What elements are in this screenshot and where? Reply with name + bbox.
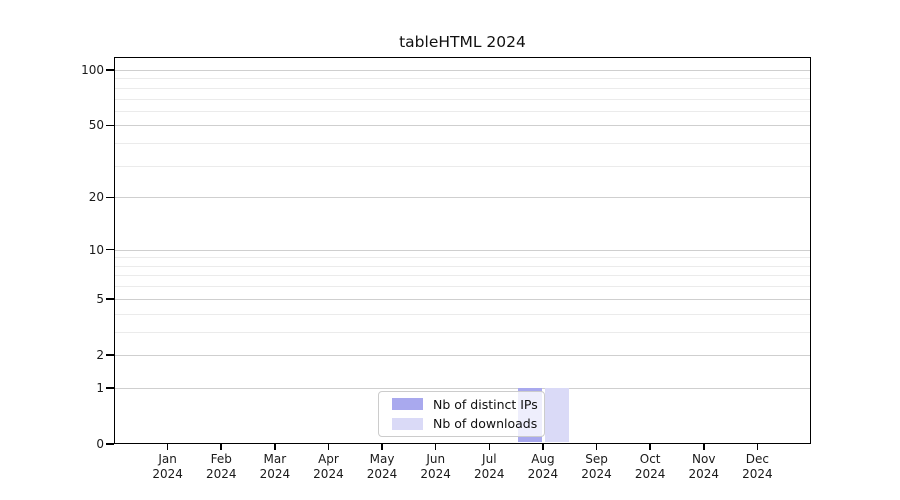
minor-gridline [114,78,811,80]
y-tick-label: 2 [96,347,104,362]
x-tick-month: Sep [585,452,608,466]
x-tick-month: Dec [745,452,769,466]
y-tick-label: 10 [88,242,104,257]
x-tick-mark [327,443,330,450]
x-tick-mark [434,443,437,450]
y-tick-label: 50 [88,118,104,133]
x-tick-mark [166,443,169,450]
chart-title: tableHTML 2024 [399,33,526,51]
minor-gridline [114,275,811,277]
x-tick-month: Jul [482,452,497,466]
legend-swatch-distinct-ips-icon [392,398,423,411]
x-tick-label: Sep 2024 [565,452,629,482]
x-tick-mark [595,443,598,450]
x-tick-label: Apr 2024 [296,452,360,482]
y-tick-mark [106,387,114,389]
major-gridline [114,125,811,127]
major-gridline [114,354,811,356]
x-tick-month: May [369,452,395,466]
legend-label-distinct-ips: Nb of distinct IPs [433,396,538,412]
x-tick-month: Jun [426,452,446,466]
x-tick-mark [703,443,705,450]
x-tick-label: Aug 2024 [511,452,575,482]
x-tick-label: Dec 2024 [725,452,789,482]
x-tick-mark [381,443,383,450]
legend: Nb of distinct IPs Nb of downloads [378,391,545,437]
x-tick-month: Apr [318,452,339,466]
y-tick-label: 0 [96,437,104,451]
minor-gridline [114,265,811,267]
x-tick-label: Nov 2024 [672,452,736,482]
y-tick-label: 1 [96,380,104,395]
x-tick-year: 2024 [527,467,559,481]
x-tick-year: 2024 [474,467,505,481]
x-tick-month: Aug [531,452,555,466]
x-tick-year: 2024 [688,467,720,481]
x-tick-month: Jan [158,452,177,466]
x-tick-month: Oct [639,452,661,466]
major-gridline [114,387,811,389]
minor-gridline [114,165,811,167]
x-tick-mark [220,443,222,450]
legend-swatch-downloads-icon [392,417,423,430]
x-tick-label: Jul 2024 [457,452,521,482]
y-tick-mark [106,248,114,251]
x-tick-mark [756,443,759,450]
minor-gridline [114,331,811,333]
minor-gridline [114,110,811,112]
x-tick-year: 2024 [259,467,291,481]
x-tick-label: Feb 2024 [189,452,253,482]
x-tick-label: Mar 2024 [243,452,307,482]
x-tick-year: 2024 [366,467,398,481]
y-tick-mark [106,298,114,300]
x-tick-mark [274,443,276,450]
x-tick-month: Mar [263,452,287,466]
x-tick-year: 2024 [742,467,773,481]
x-tick-label: May 2024 [350,452,414,482]
y-tick-mark [106,196,114,199]
major-gridline [114,197,811,199]
y-tick-mark [106,354,114,356]
major-gridline [114,298,811,300]
minor-gridline [114,257,811,259]
x-tick-mark [542,443,544,450]
legend-label-downloads: Nb of downloads [433,416,538,432]
x-tick-label: Jun 2024 [404,452,468,482]
minor-gridline [114,87,811,89]
major-gridline [114,70,811,71]
y-tick-mark [106,124,114,127]
bar-nb-of-downloads [544,387,569,443]
legend-item-distinct-ips: Nb of distinct IPs [392,397,544,412]
x-tick-month: Feb [210,452,232,466]
x-tick-label: Jan 2024 [136,452,200,482]
y-tick-label: 20 [88,190,104,205]
y-tick-mark [106,69,114,71]
x-tick-year: 2024 [313,467,344,481]
y-tick-label: 100 [81,63,104,77]
legend-item-downloads: Nb of downloads [392,416,544,431]
x-tick-year: 2024 [152,467,183,481]
x-tick-month: Nov [692,452,716,466]
plot-area [114,57,811,444]
x-tick-mark [649,443,651,450]
x-tick-label: Oct 2024 [618,452,682,482]
major-gridline [114,249,811,251]
y-tick-mark [106,443,114,445]
y-tick-label: 5 [96,291,104,306]
x-tick-year: 2024 [205,467,237,481]
minor-gridline [114,98,811,100]
minor-gridline [114,313,811,315]
minor-gridline [114,286,811,288]
x-tick-year: 2024 [581,467,612,481]
x-tick-mark [488,443,491,450]
x-tick-year: 2024 [420,467,451,481]
minor-gridline [114,143,811,145]
x-tick-year: 2024 [634,467,666,481]
